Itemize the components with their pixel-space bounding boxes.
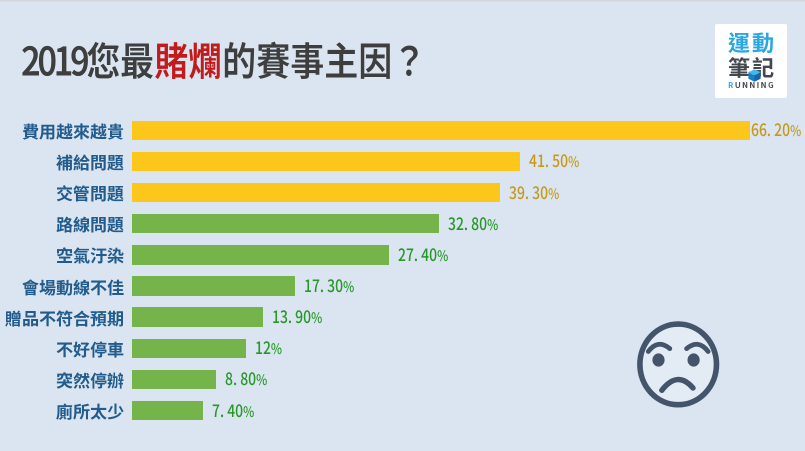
value-label-number: 32. 80	[448, 209, 488, 235]
value-label-percent-sign: %	[270, 338, 282, 360]
cube-icon	[748, 69, 761, 82]
value-label-number: 39. 30	[508, 178, 548, 204]
chart-row: 贈品不符合預期 13. 90%	[0, 302, 805, 333]
chart-row: 費用越來越貴 66. 20%	[0, 115, 805, 146]
chart-row: 廁所太少 7. 40%	[0, 395, 805, 426]
bar	[132, 213, 440, 234]
value-label: 39. 30%	[509, 179, 559, 204]
category-label: 突然停辦	[56, 366, 124, 392]
value-label-number: 17. 30	[304, 272, 344, 297]
bar	[132, 307, 264, 327]
value-label-percent-sign: %	[256, 369, 268, 391]
value-label-percent-sign: %	[311, 307, 323, 329]
value-label: 13. 90%	[272, 303, 322, 328]
category-label: 費用越來越貴	[22, 117, 124, 143]
value-label-number: 66. 20	[751, 116, 791, 142]
top-edge-strip	[0, 0, 805, 2]
angry-face-icon	[637, 321, 720, 408]
value-label-number: 12	[254, 334, 271, 360]
chart-row: 交管問題 39. 30%	[0, 177, 805, 208]
value-label-percent-sign: %	[343, 276, 355, 297]
title-suffix: 的賽事主因？	[222, 30, 427, 87]
chart-row: 補給問題 41. 50%	[0, 146, 805, 177]
bar	[132, 276, 296, 296]
category-label: 路線問題	[56, 211, 124, 237]
value-label: 7. 40%	[212, 397, 254, 422]
value-label: 12%	[255, 334, 282, 359]
bar	[132, 369, 216, 390]
value-label-percent-sign: %	[790, 120, 802, 142]
value-label: 27. 40%	[398, 241, 448, 266]
value-label-percent-sign: %	[568, 151, 580, 173]
category-label: 不好停車	[56, 335, 124, 361]
logo-text-line1: 運動	[727, 26, 776, 58]
category-label: 交管問題	[56, 180, 124, 206]
value-label-percent-sign: %	[487, 213, 499, 235]
bar	[132, 338, 246, 359]
title-prefix: 您最	[86, 30, 155, 87]
chart-row: 空氣汙染 27. 40%	[0, 239, 805, 270]
value-label-number: 27. 40	[398, 240, 438, 266]
category-label: 空氣汙染	[56, 242, 124, 268]
value-label-percent-sign: %	[547, 182, 560, 204]
value-label-number: 7. 40	[211, 396, 244, 422]
value-label: 41. 50%	[529, 147, 579, 172]
chart-row: 不好停車 12%	[0, 333, 805, 364]
value-label: 32. 80%	[448, 210, 498, 235]
chart-row: 會場動線不佳 17. 30%	[0, 270, 805, 301]
category-label: 贈品不符合預期	[5, 304, 124, 330]
value-label: 66. 20%	[751, 116, 801, 141]
value-label-percent-sign: %	[243, 400, 255, 422]
chart-row: 路線問題 32. 80%	[0, 208, 805, 239]
bar	[132, 400, 203, 421]
logo-wordmark-r: R	[728, 80, 735, 91]
category-label: 補給問題	[56, 148, 124, 174]
title-highlight: 賭爛	[154, 30, 223, 87]
value-label-number: 41. 50	[529, 147, 569, 173]
value-label: 8. 80%	[225, 365, 267, 390]
value-label-number: 13. 90	[272, 303, 312, 329]
logo-wordmark: RUNNING	[715, 81, 787, 91]
value-label-number: 8. 80	[224, 365, 257, 391]
value-label: 17. 30%	[304, 272, 354, 297]
bar	[132, 245, 390, 265]
category-label: 廁所太少	[56, 398, 124, 424]
bar	[132, 182, 500, 203]
page-title: 2019您最賭爛的賽事主因？	[21, 30, 426, 87]
bar	[132, 120, 751, 140]
brand-logo: 運動 筆記 RUNNING	[715, 24, 787, 98]
chart-row: 突然停辦 8. 80%	[0, 364, 805, 395]
title-year: 2019	[21, 30, 90, 87]
bar	[132, 151, 521, 172]
logo-wordmark-rest: UNNING	[734, 80, 776, 91]
value-label-percent-sign: %	[437, 244, 449, 266]
category-label: 會場動線不佳	[22, 273, 124, 299]
